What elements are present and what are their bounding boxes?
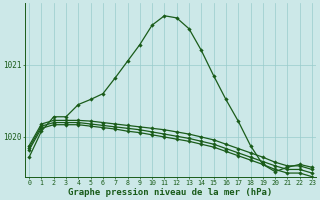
X-axis label: Graphe pression niveau de la mer (hPa): Graphe pression niveau de la mer (hPa)	[68, 188, 273, 197]
